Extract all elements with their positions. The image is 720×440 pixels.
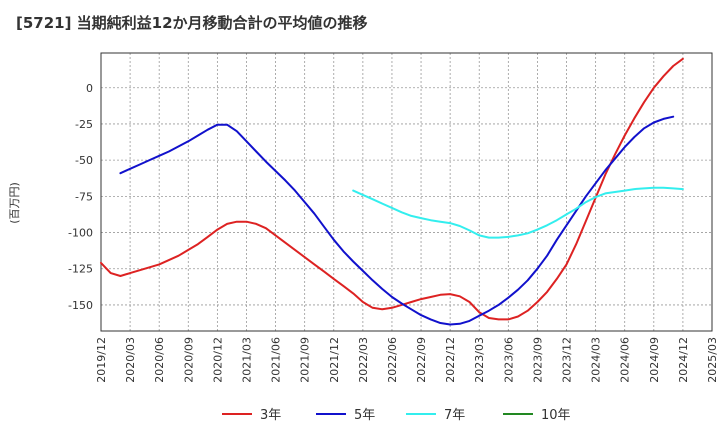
x-tick-label: 2021/03 (240, 337, 253, 383)
legend-label: 7年 (444, 408, 465, 423)
x-tick-label: 2025/03 (706, 337, 719, 383)
series-line-3 (352, 186, 684, 239)
x-tick-label: 2024/03 (590, 337, 603, 383)
plot-frame (100, 52, 713, 332)
x-tick-label: 2021/06 (270, 337, 283, 383)
y-tick-label: -25 (75, 118, 93, 131)
x-tick-label: 2021/09 (299, 337, 312, 383)
x-tick-label: 2024/09 (648, 337, 661, 383)
grid (100, 53, 713, 331)
x-tick-label: 2020/12 (211, 337, 224, 383)
y-tick-label: -150 (68, 299, 93, 312)
x-tick-label: 2020/03 (124, 337, 137, 383)
x-tick-label: 2022/03 (357, 337, 370, 383)
x-tick-label: 2022/12 (444, 337, 457, 383)
x-tick-label: 2023/12 (561, 337, 574, 383)
x-tick-label: 2024/12 (677, 337, 690, 383)
y-axis-label: (百万円) (8, 182, 21, 224)
x-tick-label: 2024/06 (619, 337, 632, 383)
x-tick-label: 2020/09 (182, 337, 195, 383)
y-tick-label: -75 (75, 190, 93, 203)
x-axis: 2019/12 2020/03 2020/06 2020/09 2020/12 2021/… (95, 337, 719, 383)
legend-label: 5年 (354, 408, 375, 423)
x-tick-label: 2022/09 (415, 337, 428, 383)
chart-title: [5721] 当期純利益12か月移動合計の平均値の推移 (16, 14, 368, 32)
y-tick-label: 0 (86, 82, 93, 95)
y-tick-label: -100 (68, 227, 93, 240)
y-tick-label: -50 (75, 154, 93, 167)
x-tick-label: 2019/12 (95, 337, 108, 383)
legend: 3年 5年 7年 10年 (222, 408, 571, 423)
legend-label: 10年 (541, 408, 571, 423)
y-axis: 0 -25 -50 -75 -100 -125 -150 (68, 82, 93, 312)
x-tick-label: 2023/03 (473, 337, 486, 383)
series-line-1 (100, 57, 684, 321)
y-tick-label: -125 (68, 263, 93, 276)
legend-label: 3年 (260, 408, 281, 423)
series-line-2 (119, 115, 675, 326)
x-tick-label: 2023/06 (502, 337, 515, 383)
x-tick-label: 2023/09 (531, 337, 544, 383)
x-tick-label: 2021/12 (328, 337, 341, 383)
x-tick-label: 2020/06 (153, 337, 166, 383)
x-tick-label: 2022/06 (386, 337, 399, 383)
series-lines (100, 57, 684, 326)
